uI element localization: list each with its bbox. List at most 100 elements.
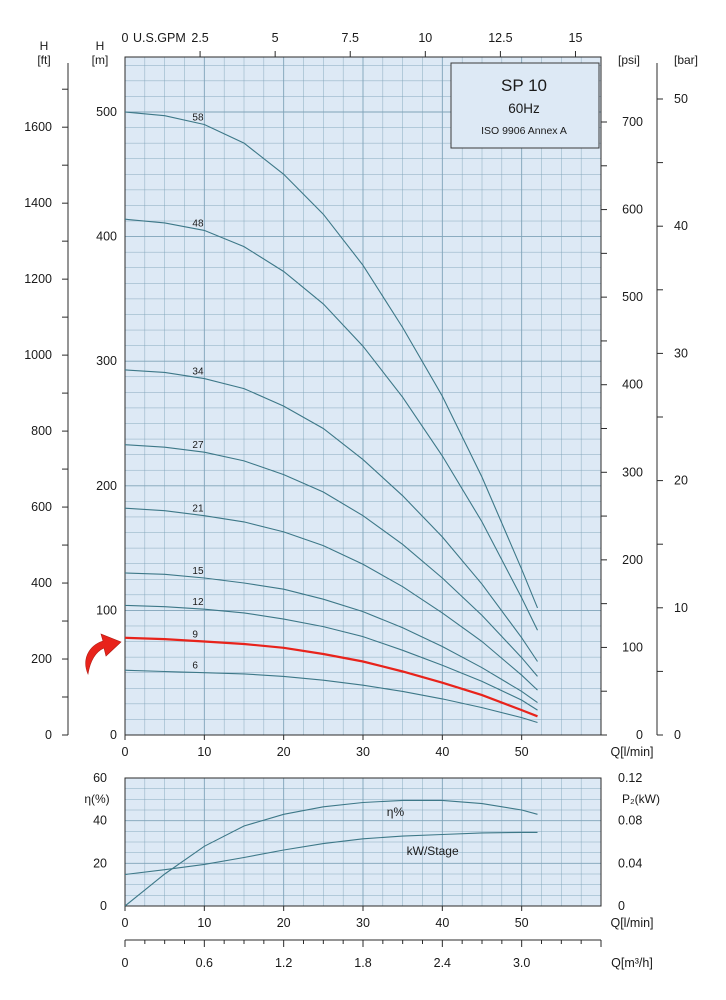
title-box: SP 10 60Hz ISO 9906 Annex A <box>450 62 600 149</box>
gpm-tick-label: 0 <box>122 31 129 45</box>
gpm-tick-label: 5 <box>272 31 279 45</box>
m3h-tick-label: 1.2 <box>275 956 292 970</box>
m-tick-label: 300 <box>96 354 117 368</box>
psi-tick-label: 600 <box>622 203 643 217</box>
bar-axis-unit: [bar] <box>674 53 698 67</box>
curve-label-21: 21 <box>192 504 204 515</box>
x-axis-label: Q[l/min] <box>610 745 653 759</box>
head-chart-grid <box>124 57 602 736</box>
bar-tick-label: 20 <box>674 474 688 488</box>
m-tick-label: 400 <box>96 230 117 244</box>
curve-label-58: 58 <box>192 112 204 123</box>
curve-27 <box>125 444 538 677</box>
chart-subtitle: 60Hz <box>508 101 540 116</box>
ft-tick-label: 1200 <box>24 272 52 286</box>
m3h-tick-label: 1.8 <box>354 956 371 970</box>
bar-tick-label: 30 <box>674 346 688 360</box>
curve-9 <box>125 636 538 718</box>
chart-axes <box>62 51 663 947</box>
m3h-tick-label: 2.4 <box>434 956 451 970</box>
ft-tick-label: 800 <box>31 424 52 438</box>
eta-tick-label: 20 <box>93 856 107 870</box>
head-curves <box>125 111 539 724</box>
curve-6 <box>125 669 538 724</box>
psi-tick-label: 300 <box>622 465 643 479</box>
m-tick-label: 500 <box>96 105 117 119</box>
ft-tick-label: 1600 <box>24 120 52 134</box>
m-tick-label: 0 <box>110 728 117 742</box>
curve-kw-stage <box>125 831 538 876</box>
m3h-axis-label: Q[m³/h] <box>611 956 653 970</box>
curve-label-48: 48 <box>192 218 204 229</box>
p2-tick-label: 0.04 <box>618 856 642 870</box>
x-tick-label: 30 <box>356 745 370 759</box>
psi-tick-label: 400 <box>622 378 643 392</box>
curve-label-6: 6 <box>192 661 198 672</box>
efficiency-series-label: η% <box>387 805 405 819</box>
m3h-tick-label: 3.0 <box>513 956 530 970</box>
bar-tick-label: 50 <box>674 92 688 106</box>
gpm-tick-label: 12.5 <box>488 31 512 45</box>
x-tick-label: 10 <box>197 916 211 930</box>
bar-tick-label: 40 <box>674 219 688 233</box>
m-axis-unit: [m] <box>92 53 109 67</box>
ft-tick-label: 1400 <box>24 196 52 210</box>
curve-label-9: 9 <box>192 630 198 641</box>
curve-label-34: 34 <box>192 367 204 378</box>
curve-efficiency <box>125 799 538 906</box>
x-tick-label: 10 <box>197 745 211 759</box>
m-axis-label: H <box>96 39 105 53</box>
x-tick-label: 20 <box>277 745 291 759</box>
ft-tick-label: 0 <box>45 728 52 742</box>
ft-tick-label: 200 <box>31 652 52 666</box>
psi-tick-label: 100 <box>622 640 643 654</box>
highlight-arrow-icon <box>85 633 122 676</box>
x-tick-label: 20 <box>277 916 291 930</box>
psi-tick-label: 200 <box>622 553 643 567</box>
p2-tick-label: 0.12 <box>618 771 642 785</box>
curve-label-27: 27 <box>192 440 204 451</box>
psi-axis-unit: [psi] <box>618 53 640 67</box>
eta-tick-label: 40 <box>93 814 107 828</box>
curve-15 <box>125 572 538 704</box>
ft-tick-label: 1000 <box>24 348 52 362</box>
ft-tick-label: 400 <box>31 576 52 590</box>
bar-tick-label: 10 <box>674 601 688 615</box>
psi-tick-label: 0 <box>636 728 643 742</box>
chart-title: SP 10 <box>501 76 547 95</box>
chart-note: ISO 9906 Annex A <box>481 125 567 137</box>
m-tick-label: 200 <box>96 479 117 493</box>
gpm-tick-label: 7.5 <box>342 31 359 45</box>
x-axis-label: Q[l/min] <box>610 916 653 930</box>
efficiency-chart-grid <box>124 777 602 907</box>
chart-labels: 0 10 20 30 40 50 Q[l/min] 0 U.S.GPM 2.5 5 7.5 10 12.5… <box>24 31 698 970</box>
kw-series-label: kW/Stage <box>407 844 459 858</box>
eta-tick-label: 60 <box>93 771 107 785</box>
curve-label-15: 15 <box>192 566 204 577</box>
eta-tick-label: 0 <box>100 899 107 913</box>
gpm-tick-label: 15 <box>569 31 583 45</box>
curve-21 <box>125 507 538 691</box>
psi-tick-label: 500 <box>622 290 643 304</box>
curve-34 <box>125 369 538 662</box>
curve-58 <box>125 111 539 609</box>
x-tick-label: 50 <box>515 745 529 759</box>
x-tick-label: 50 <box>515 916 529 930</box>
psi-tick-label: 700 <box>622 115 643 129</box>
curve-48 <box>125 218 538 631</box>
ft-axis-unit: [ft] <box>37 53 50 67</box>
m-tick-label: 100 <box>96 603 117 617</box>
x-tick-label: 0 <box>122 916 129 930</box>
efficiency-curves <box>125 799 538 906</box>
curve-label-12: 12 <box>192 597 204 608</box>
eta-axis-label: η(%) <box>84 792 109 806</box>
p2-tick-label: 0 <box>618 899 625 913</box>
m3h-tick-label: 0 <box>122 956 129 970</box>
gpm-tick-label: 10 <box>418 31 432 45</box>
x-tick-label: 0 <box>122 745 129 759</box>
p2-tick-label: 0.08 <box>618 814 642 828</box>
bar-tick-label: 0 <box>674 728 681 742</box>
curve-12 <box>125 604 538 711</box>
x-tick-label: 40 <box>435 745 449 759</box>
